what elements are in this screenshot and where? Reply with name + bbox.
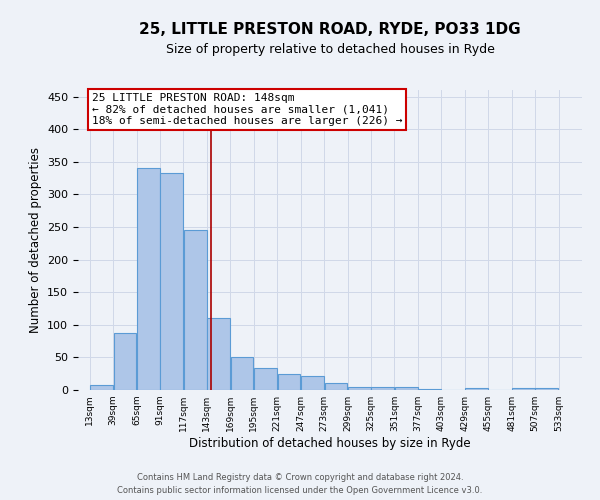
Bar: [395, 386, 418, 390]
Bar: [254, 368, 277, 390]
Bar: [512, 388, 535, 390]
Bar: [418, 388, 441, 390]
Text: 25, LITTLE PRESTON ROAD, RYDE, PO33 1DG: 25, LITTLE PRESTON ROAD, RYDE, PO33 1DG: [139, 22, 521, 38]
Bar: [325, 384, 347, 390]
Text: Size of property relative to detached houses in Ryde: Size of property relative to detached ho…: [166, 42, 494, 56]
Text: 25 LITTLE PRESTON ROAD: 148sqm
← 82% of detached houses are smaller (1,041)
18% : 25 LITTLE PRESTON ROAD: 148sqm ← 82% of …: [92, 94, 402, 126]
Bar: [348, 386, 371, 390]
Text: Contains public sector information licensed under the Open Government Licence v3: Contains public sector information licen…: [118, 486, 482, 495]
Text: Contains HM Land Registry data © Crown copyright and database right 2024.: Contains HM Land Registry data © Crown c…: [137, 474, 463, 482]
Bar: [278, 374, 301, 390]
Bar: [465, 388, 488, 390]
Bar: [90, 386, 113, 390]
Bar: [113, 332, 136, 390]
X-axis label: Distribution of detached houses by size in Ryde: Distribution of detached houses by size …: [189, 437, 471, 450]
Y-axis label: Number of detached properties: Number of detached properties: [29, 147, 41, 333]
Bar: [160, 173, 183, 390]
Bar: [231, 358, 253, 390]
Bar: [301, 376, 324, 390]
Bar: [184, 230, 206, 390]
Bar: [207, 318, 230, 390]
Bar: [371, 386, 394, 390]
Bar: [137, 168, 160, 390]
Bar: [535, 388, 558, 390]
